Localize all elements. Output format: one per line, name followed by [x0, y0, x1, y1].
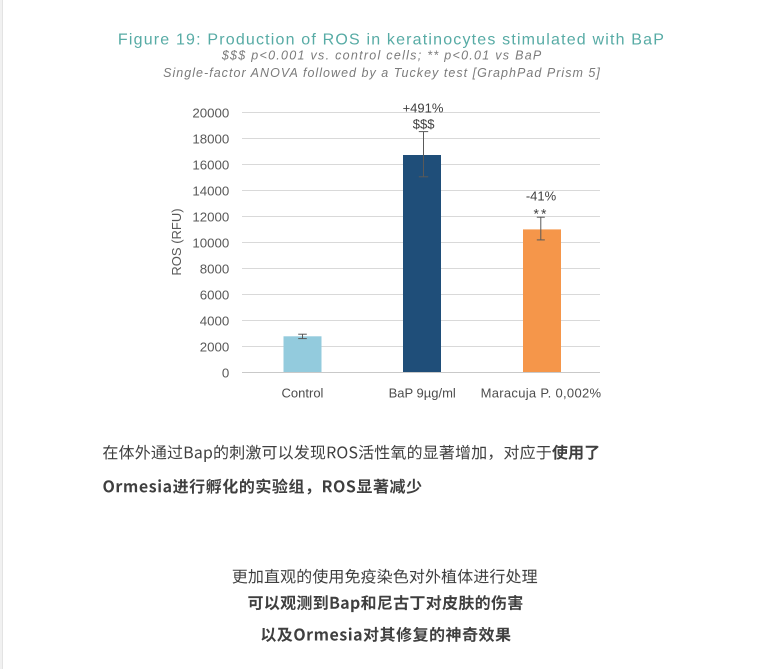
svg-text:4000: 4000	[200, 314, 230, 329]
svg-text:16000: 16000	[192, 158, 229, 173]
svg-text:$$$ p<0.001 vs. control cells;: $$$ p<0.001 vs. control cells; ** p<0.01…	[221, 49, 543, 63]
svg-text:20000: 20000	[192, 106, 229, 121]
svg-text:2000: 2000	[200, 340, 230, 355]
svg-text:**: **	[534, 205, 549, 221]
svg-text:10000: 10000	[192, 236, 229, 251]
svg-text:Single-factor ANOVA followed b: Single-factor ANOVA followed by a Tuckey…	[163, 66, 601, 80]
svg-text:Control: Control	[282, 385, 324, 400]
svg-text:-41%: -41%	[526, 188, 557, 203]
svg-text:14000: 14000	[192, 184, 229, 199]
svg-text:Maracuja P. 0,002%: Maracuja P. 0,002%	[481, 385, 602, 400]
svg-text:6000: 6000	[200, 288, 230, 303]
svg-text:+491%: +491%	[403, 100, 444, 115]
svg-text:0: 0	[222, 366, 229, 381]
svg-text:$$$: $$$	[413, 117, 435, 132]
svg-text:12000: 12000	[192, 210, 229, 225]
svg-text:18000: 18000	[192, 132, 229, 147]
svg-text:ROS (RFU): ROS (RFU)	[169, 208, 184, 275]
svg-text:Figure 19: Production of ROS i: Figure 19: Production of ROS in keratino…	[118, 31, 665, 48]
svg-text:BaP 9µg/ml: BaP 9µg/ml	[389, 385, 456, 400]
svg-text:8000: 8000	[200, 262, 230, 277]
